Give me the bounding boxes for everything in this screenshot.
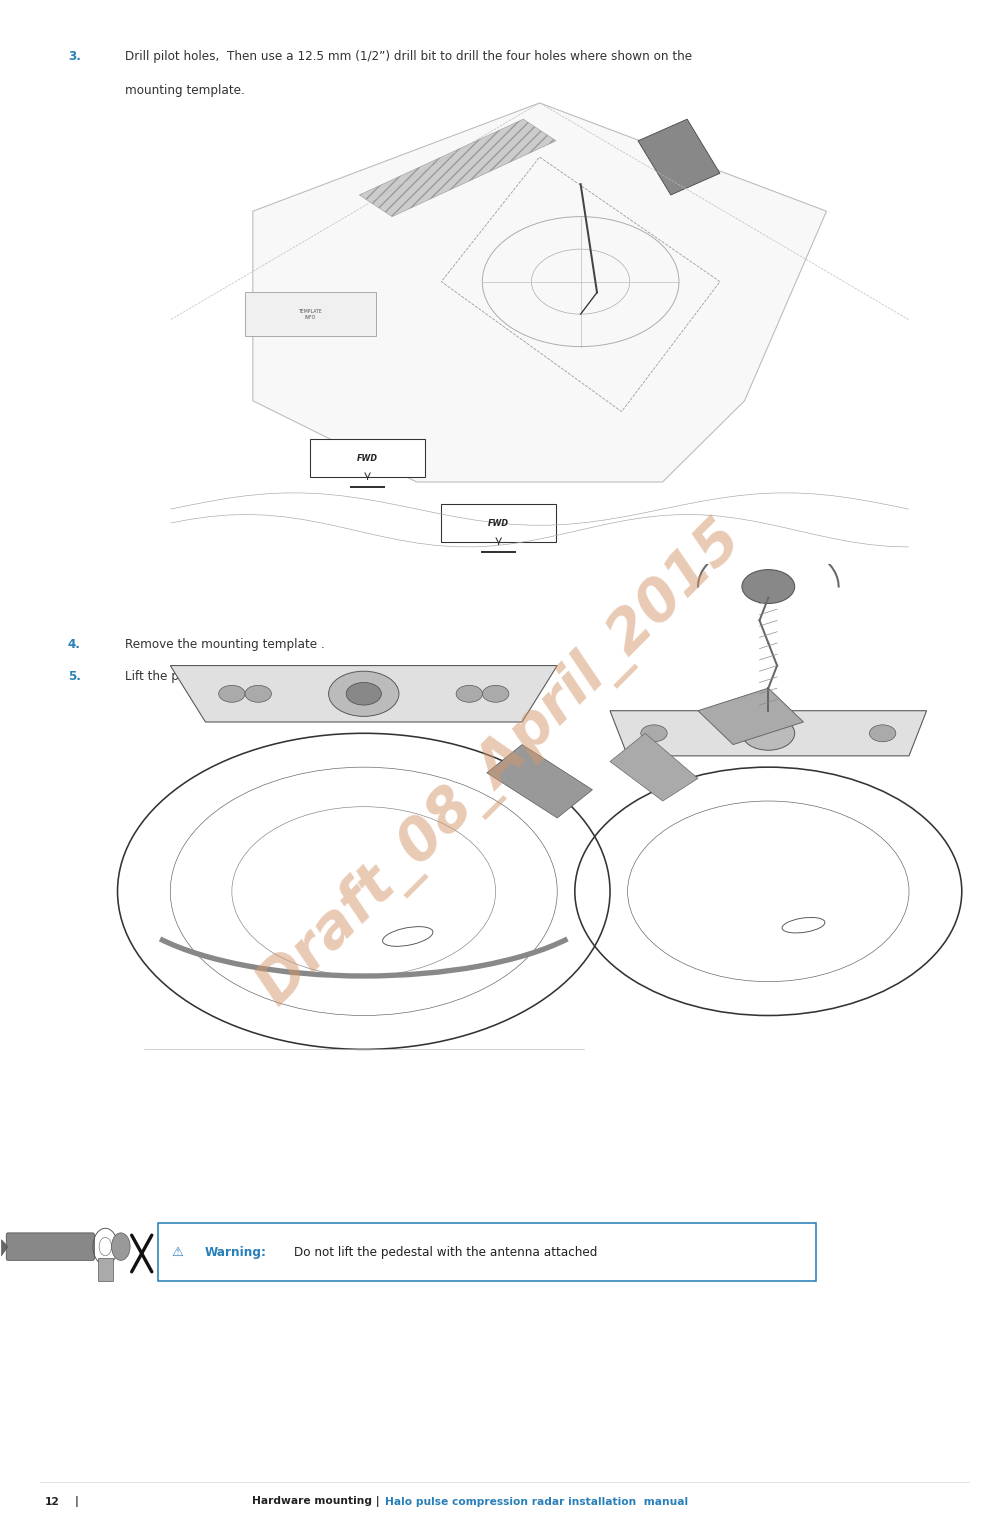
Text: 4.: 4.: [68, 637, 81, 651]
Text: Drill pilot holes,  Then use a 12.5 mm (1/2”) drill bit to drill the four holes : Drill pilot holes, Then use a 12.5 mm (1…: [125, 50, 691, 64]
Text: |: |: [75, 1496, 79, 1507]
Text: Hardware mounting |: Hardware mounting |: [252, 1496, 380, 1507]
Text: mounting template.: mounting template.: [125, 84, 245, 98]
Text: 12: 12: [45, 1496, 60, 1507]
Text: Remove the mounting template .: Remove the mounting template .: [125, 637, 325, 651]
Text: 5.: 5.: [68, 669, 81, 683]
Text: 3.: 3.: [68, 50, 81, 64]
Text: Draft_08_April_2015: Draft_08_April_2015: [246, 508, 753, 1017]
Text: Lift the pedestal in to position using the supplied lifting strap.: Lift the pedestal in to position using t…: [125, 669, 498, 683]
Text: Halo pulse compression radar installation  manual: Halo pulse compression radar installatio…: [385, 1496, 687, 1507]
